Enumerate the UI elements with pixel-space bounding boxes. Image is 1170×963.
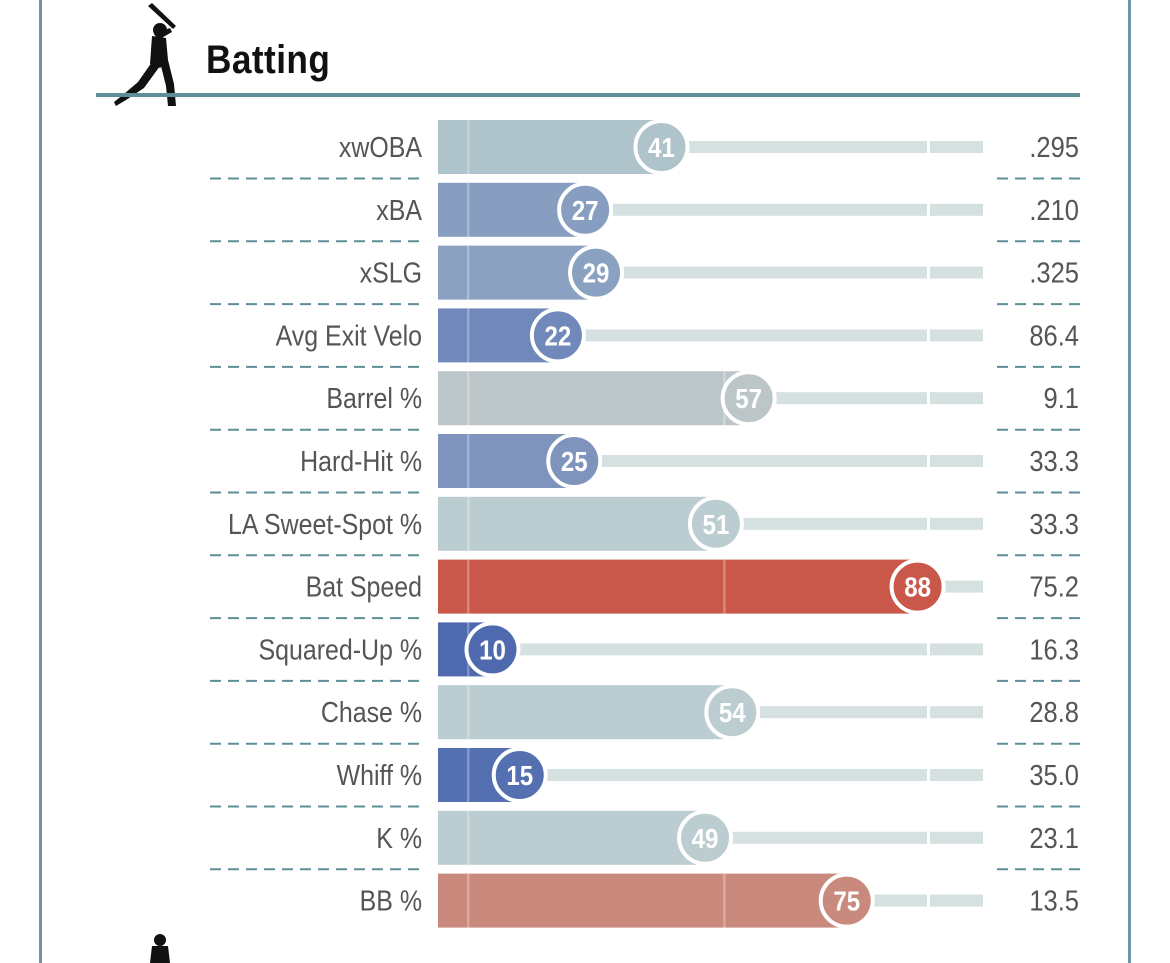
percentile-badge-avg-exit-velo xyxy=(529,307,586,364)
frame-left-border xyxy=(39,0,42,963)
row-label-squared-up: Squared-Up % xyxy=(258,634,422,666)
bar-chase xyxy=(438,685,733,740)
stat-value-bb: 13.5 xyxy=(1029,884,1079,917)
frame-right-border xyxy=(1128,0,1131,963)
percentile-value-xwoba: 41 xyxy=(648,131,675,163)
bar-reference-line xyxy=(466,559,470,614)
row-label-xslg: xSLG xyxy=(360,257,422,289)
bar-reference-line xyxy=(466,308,470,363)
track-tick xyxy=(927,769,930,781)
row-label-bat-speed: Bat Speed xyxy=(306,571,422,603)
stat-value-hard-hit: 33.3 xyxy=(1029,444,1079,477)
header-divider xyxy=(96,93,1080,97)
percentile-badge-hard-hit xyxy=(546,433,603,489)
track-tick xyxy=(927,203,930,216)
stat-value-xba: .210 xyxy=(1029,193,1079,226)
bar-track-whiff xyxy=(438,769,983,781)
stat-value-avg-exit-velo: 86.4 xyxy=(1029,319,1079,352)
bar-reference-line xyxy=(466,685,470,740)
bar-reference-line xyxy=(466,810,470,865)
percentile-value-chase: 54 xyxy=(719,696,746,728)
percentile-badge-xwoba xyxy=(633,119,690,175)
percentile-value-bat-speed: 88 xyxy=(904,571,931,603)
row-label-k: K % xyxy=(376,822,422,854)
stat-value-whiff: 35.0 xyxy=(1029,758,1079,791)
bar-reference-line xyxy=(466,120,470,174)
bar-k xyxy=(438,810,706,865)
bar-reference-line xyxy=(466,748,470,802)
row-label-chase: Chase % xyxy=(321,696,422,728)
percentile-badge-bat-speed xyxy=(889,558,946,615)
stat-value-la-sweet-spot: 33.3 xyxy=(1029,507,1079,540)
percentile-badge-whiff xyxy=(491,747,548,803)
percentile-value-barrel: 57 xyxy=(735,382,762,414)
bar-reference-line xyxy=(466,245,470,300)
stat-value-barrel: 9.1 xyxy=(1044,382,1079,415)
percentile-badge-la-sweet-spot xyxy=(687,495,744,552)
stat-value-xslg: .325 xyxy=(1029,256,1079,289)
percentile-value-la-sweet-spot: 51 xyxy=(703,508,730,540)
track-tick xyxy=(927,643,930,656)
track-tick xyxy=(927,706,930,719)
percentile-value-hard-hit: 25 xyxy=(561,445,588,477)
bar-reference-line xyxy=(723,873,726,928)
row-label-barrel: Barrel % xyxy=(326,382,422,414)
bar-reference-line xyxy=(723,559,726,614)
stat-value-bat-speed: 75.2 xyxy=(1029,570,1079,603)
row-label-xba: xBA xyxy=(376,194,422,226)
bar-reference-line xyxy=(466,873,470,928)
bar-reference-line xyxy=(466,371,470,426)
track-tick xyxy=(927,517,930,530)
percentile-value-squared-up: 10 xyxy=(479,634,506,666)
row-label-la-sweet-spot: LA Sweet-Spot % xyxy=(228,508,422,540)
bar-bat-speed xyxy=(438,559,918,614)
percentile-value-k: 49 xyxy=(692,822,719,854)
row-label-hard-hit: Hard-Hit % xyxy=(300,445,422,477)
track-tick xyxy=(927,329,930,342)
percentile-value-xba: 27 xyxy=(572,194,599,226)
percentile-value-whiff: 15 xyxy=(506,759,533,791)
percentile-value-bb: 75 xyxy=(833,885,860,917)
bar-la-sweet-spot xyxy=(438,496,716,551)
row-label-bb: BB % xyxy=(360,885,422,917)
percentile-badge-xba xyxy=(557,181,614,238)
percentile-badge-chase xyxy=(704,684,761,741)
row-label-xwoba: xwOBA xyxy=(339,131,422,163)
track-tick xyxy=(927,455,930,467)
percentile-value-avg-exit-velo: 22 xyxy=(545,320,572,352)
percentile-badge-k xyxy=(677,809,734,866)
bar-barrel xyxy=(438,371,749,426)
percentile-badge-barrel xyxy=(720,370,777,427)
track-tick xyxy=(927,894,930,907)
track-tick xyxy=(927,141,930,153)
bar-xwoba xyxy=(438,120,662,174)
percentile-badge-xslg xyxy=(568,244,625,301)
percentile-badge-bb xyxy=(818,872,875,929)
stat-value-xwoba: .295 xyxy=(1029,130,1079,163)
pitcher-silhouette-icon xyxy=(150,934,170,963)
track-tick xyxy=(927,266,930,279)
bar-reference-line xyxy=(466,434,470,488)
percentile-value-xslg: 29 xyxy=(583,257,610,289)
bar-bb xyxy=(438,873,847,928)
track-tick xyxy=(927,831,930,844)
row-label-avg-exit-velo: Avg Exit Velo xyxy=(276,320,422,352)
track-tick xyxy=(927,392,930,405)
bar-reference-line xyxy=(466,182,470,237)
stat-value-k: 23.1 xyxy=(1029,821,1079,854)
stat-value-squared-up: 16.3 xyxy=(1029,633,1079,666)
stat-value-chase: 28.8 xyxy=(1029,696,1079,729)
section-title: Batting xyxy=(206,38,331,82)
row-label-whiff: Whiff % xyxy=(337,759,422,791)
bar-track-squared-up xyxy=(438,643,983,656)
percentile-badge-squared-up xyxy=(464,621,521,678)
bar-reference-line xyxy=(466,496,470,551)
